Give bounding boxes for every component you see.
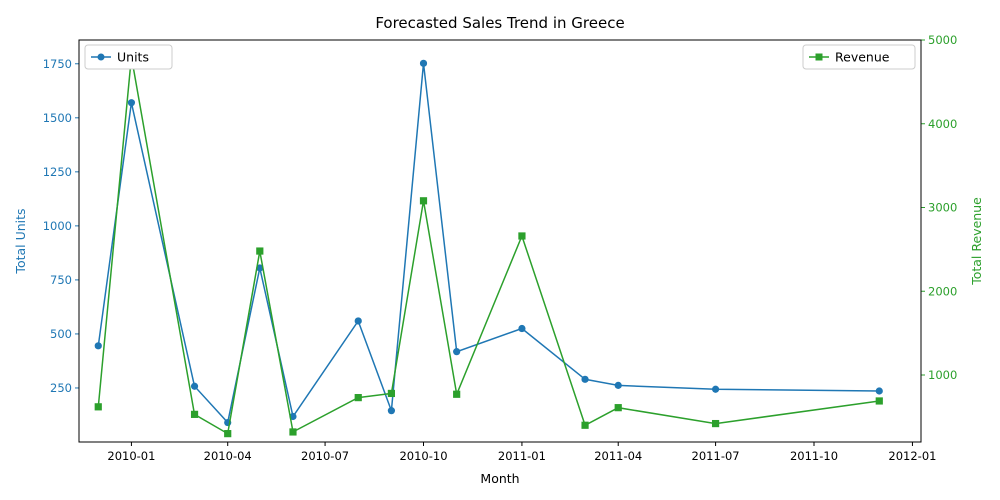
- chart-title: Forecasted Sales Trend in Greece: [375, 14, 624, 32]
- units-data-point: [387, 407, 396, 415]
- units-data-point: [875, 387, 883, 395]
- x-axis-title: Month: [480, 471, 519, 486]
- legend-revenue-box: [802, 44, 916, 70]
- x-tick-label: 2011-10: [790, 449, 838, 463]
- legend-units-marker: [97, 53, 105, 61]
- units-data-point: [256, 264, 264, 272]
- left-y-tick-label: 750: [50, 273, 72, 287]
- units-data-point: [354, 317, 362, 325]
- left-y-tick-label: 500: [50, 327, 72, 341]
- legend-units-box: [84, 44, 173, 70]
- right-y-tick-label: 4000: [928, 117, 957, 131]
- x-tick-label: 2010-07: [301, 449, 349, 463]
- series-layer: [94, 53, 883, 438]
- x-tick-label: 2011-01: [498, 449, 546, 463]
- units-data-point: [419, 59, 428, 67]
- units-data-point: [518, 324, 526, 333]
- legend-units-label: Units: [117, 50, 149, 65]
- revenue-data-point: [614, 404, 622, 412]
- x-tick-label: 2010-10: [399, 449, 447, 463]
- units-data-point: [614, 381, 622, 389]
- legend-revenue-marker: [815, 53, 823, 61]
- revenue-data-point: [354, 394, 362, 402]
- revenue-data-point: [256, 247, 264, 255]
- left-y-tick-label: 250: [50, 381, 72, 395]
- left-y-axis-title: Total Units: [13, 208, 28, 274]
- plot-frame: [78, 39, 922, 443]
- legend-units: Units: [84, 44, 173, 70]
- legend-revenue-label: Revenue: [835, 50, 890, 65]
- revenue-data-point: [94, 403, 102, 411]
- revenue-data-point: [518, 232, 526, 240]
- units-data-point: [711, 385, 720, 393]
- units-data-point: [453, 348, 461, 356]
- revenue-data-point: [190, 410, 199, 418]
- right-y-tick-label: 1000: [928, 368, 957, 382]
- units-series-line: [97, 63, 880, 425]
- right-y-tick-label: 3000: [928, 201, 957, 215]
- right-y-tick-label: 2000: [928, 284, 957, 298]
- left-y-tick-label: 1000: [43, 219, 72, 233]
- revenue-data-point: [387, 389, 396, 398]
- x-tick-label: 2010-01: [107, 449, 155, 463]
- revenue-data-point: [289, 428, 297, 436]
- units-data-point: [190, 382, 199, 390]
- left-y-axis-ticks: 250 500 750 1000 1250 1500 1750: [43, 57, 79, 395]
- units-data-point: [581, 375, 589, 383]
- x-axis-ticks: 2010-01 2010-04 2010-07 2010-10 2011-01 2011-…: [107, 442, 936, 463]
- revenue-data-point: [453, 390, 461, 398]
- left-y-tick-label: 1250: [43, 165, 72, 179]
- x-tick-label: 2011-04: [594, 449, 642, 463]
- revenue-series-line: [97, 56, 880, 435]
- right-y-axis-title: Total Revenue: [969, 197, 984, 286]
- x-tick-label: 2012-01: [888, 449, 936, 463]
- revenue-data-point: [711, 419, 720, 428]
- units-data-point: [127, 99, 136, 107]
- left-y-tick-label: 1500: [43, 111, 72, 125]
- units-data-point: [94, 342, 102, 350]
- right-y-tick-label: 5000: [928, 33, 957, 47]
- revenue-data-point: [419, 197, 428, 205]
- left-y-tick-label: 1750: [43, 57, 72, 71]
- right-y-axis-ticks: 1000 2000 3000 4000 5000: [921, 33, 957, 382]
- x-tick-label: 2010-04: [204, 449, 252, 463]
- revenue-data-point: [581, 421, 589, 429]
- x-tick-label: 2011-07: [692, 449, 740, 463]
- revenue-data-point: [224, 430, 232, 438]
- legend-revenue: Revenue: [802, 44, 916, 70]
- revenue-data-point: [875, 397, 883, 405]
